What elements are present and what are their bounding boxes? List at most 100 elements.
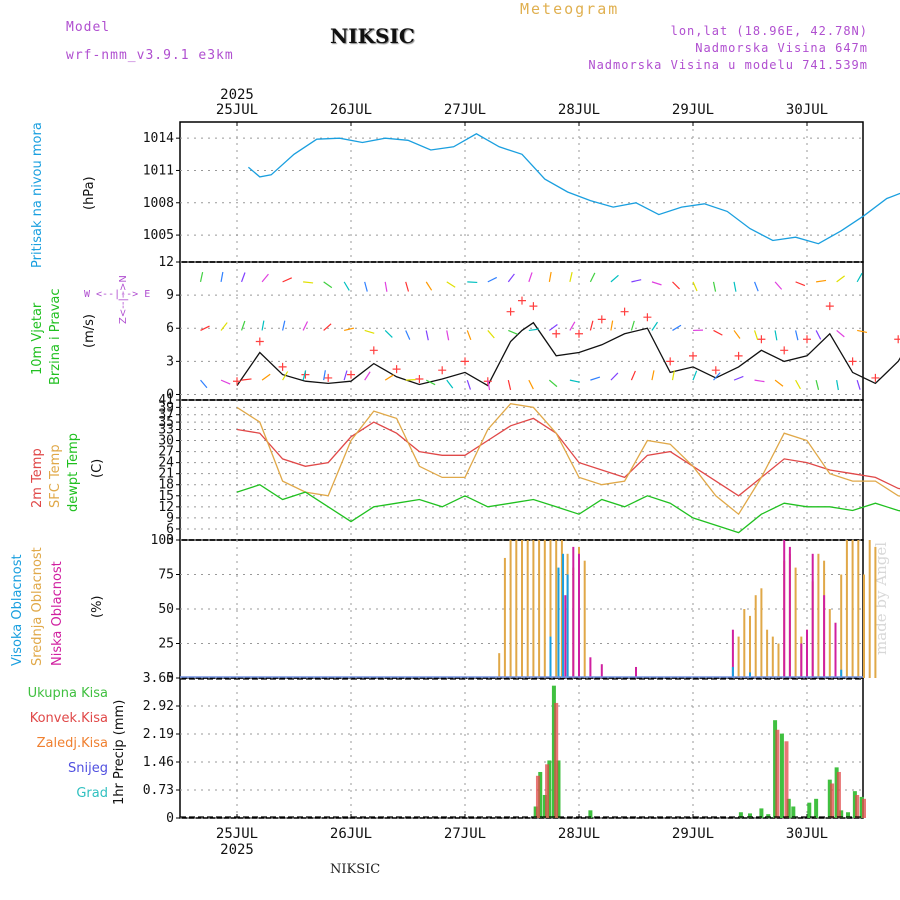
precip-total-bar-12: [779, 733, 784, 818]
ytick-label-3-2: 50: [158, 602, 174, 617]
wind-arrow-1-256: [528, 328, 539, 332]
cloud-mid-bar-7: [538, 540, 541, 678]
wind-arrow-1-292: [569, 321, 576, 331]
wind-gust-marker-20: [666, 357, 675, 366]
wind-arrow-0-130: [384, 374, 394, 381]
ytick-label-3-0: 0: [166, 671, 174, 686]
ytick-label-4-5: 3.65: [143, 671, 174, 686]
wind-arrow-0--14: [220, 379, 231, 385]
wind-arrow-2-436: [733, 281, 737, 292]
wind-arrow-1-526: [836, 329, 845, 338]
wind-arrow-0-220: [487, 380, 491, 391]
wind-arrow-1-220: [487, 330, 495, 339]
page-title: NIKSIC: [330, 24, 415, 48]
wind-arrow-1-58: [302, 321, 309, 331]
cloud-high-bar-1: [557, 567, 560, 678]
wind-arrow-1-454: [753, 330, 759, 341]
cloud-low-bar-0: [564, 595, 567, 678]
wind-arrow-2-256: [528, 272, 533, 283]
wind-arrow-1-22: [261, 320, 265, 331]
wind-arrow-0-508: [815, 379, 820, 390]
date-top-1: 26JUL: [330, 102, 372, 118]
ytick-label-3-4: 100: [151, 533, 174, 548]
cloud-low-bar-13: [834, 622, 837, 678]
wind-arrow-2-76: [323, 281, 333, 289]
ytick-label-2-4: 15: [158, 489, 174, 504]
panel-frame-4: [179, 677, 864, 819]
wind-gust-marker-25: [780, 346, 789, 355]
ytick-label-2-11: 35: [158, 415, 174, 430]
wind-arrow-1--14: [220, 322, 228, 331]
wind-arrow-2-4: [240, 272, 246, 283]
cloud-mid-bar-0: [498, 653, 501, 678]
wind-arrow-2-490: [795, 281, 806, 287]
wind-speed-line: [236, 321, 900, 387]
wind-gust-marker-8: [415, 375, 424, 384]
cloud-mid-bar-20: [760, 588, 763, 678]
cloud-high-bar-5: [749, 672, 751, 678]
cloud-low-bar-2: [578, 553, 580, 678]
wind-arrow-2-508: [816, 279, 827, 283]
wind-arrow-1-418: [713, 329, 723, 336]
date-bottom-5: 30JUL: [786, 826, 828, 842]
cloud-low-bar-6: [731, 629, 734, 678]
ytick-label-2-14: 41: [158, 393, 174, 408]
wind-arrow-0-346: [630, 370, 636, 381]
wind-arrow-0-256: [528, 379, 534, 390]
ytick-label-1-4: 12: [158, 255, 174, 270]
precip-total-bar-5: [556, 760, 561, 818]
wind-arrow-1-184: [446, 330, 450, 341]
ytick-label-0-3: 1014: [143, 131, 174, 146]
ytick-label-4-0: 0: [166, 811, 174, 826]
lonlat-label: lon,lat (18.96E, 42.78N): [670, 24, 868, 38]
precip-total-bar-15: [807, 802, 812, 818]
date-bottom-1: 26JUL: [330, 826, 372, 842]
ytick-label-4-4: 2.92: [143, 699, 174, 714]
ytick-label-4-3: 2.19: [143, 727, 174, 742]
meteogram-label: Meteogram: [520, 0, 620, 18]
wind-arrow-0-364: [651, 370, 655, 381]
panel-frame-2: [179, 399, 864, 541]
wind-arrow-0-4: [241, 378, 252, 381]
wind-arrow-0-310: [590, 376, 601, 381]
wind-gust-marker-17: [597, 315, 606, 324]
wind-gust-marker-13: [518, 296, 526, 305]
ytick-label-2-9: 30: [158, 434, 174, 449]
ytick-label-2-6: 21: [158, 467, 174, 482]
cloud-mid-bar-5: [526, 540, 529, 678]
cloud-mid-bar-35: [845, 540, 848, 678]
date-bottom-2: 27JUL: [444, 826, 486, 842]
wind-gust-marker-2: [278, 362, 287, 371]
wind-gust-marker-24: [757, 335, 766, 344]
wind-arrow-0-454: [754, 379, 765, 383]
wind-arrow-0-490: [795, 379, 801, 390]
wind-arrow-2-472: [774, 281, 783, 290]
wind-arrow-1-346: [630, 320, 635, 331]
wind-gust-marker-12: [506, 307, 515, 316]
wind-arrow-2-364: [651, 281, 662, 286]
precip-conv-bar-6: [836, 771, 841, 818]
temp-dew-line: [236, 483, 900, 534]
precip-total-bar-1: [538, 771, 543, 818]
wind-arrow-2-58: [303, 281, 314, 284]
wind-arrow-0-184: [446, 379, 454, 389]
date-bottom-4: 29JUL: [672, 826, 714, 842]
precip-total-bar-9: [759, 808, 764, 818]
wind-arrow-0-526: [836, 380, 839, 391]
wind-arrow-2-202: [467, 281, 478, 284]
precip-hail-label: Grad: [76, 786, 108, 801]
model-label: Model: [66, 20, 111, 35]
wind-arrow-2-544: [856, 272, 863, 283]
model-name: wrf-nmm_v3.9.1 e3km: [66, 48, 234, 63]
cloud-mid-bar-17: [743, 609, 746, 678]
ytick-label-2-8: 27: [158, 445, 174, 460]
wind-arrow-2-22: [261, 273, 269, 283]
wind-arrow-0-166: [425, 379, 436, 386]
cloud-low-bar-12: [823, 595, 826, 678]
precip-total-bar-2: [542, 794, 547, 818]
precip-total-bar-10: [766, 814, 771, 818]
wind-arrow-1-148: [405, 330, 411, 340]
wind-arrow-0-202: [466, 379, 472, 390]
precip-total-bar-13: [786, 798, 791, 818]
ytick-label-2-5: 18: [158, 478, 174, 493]
